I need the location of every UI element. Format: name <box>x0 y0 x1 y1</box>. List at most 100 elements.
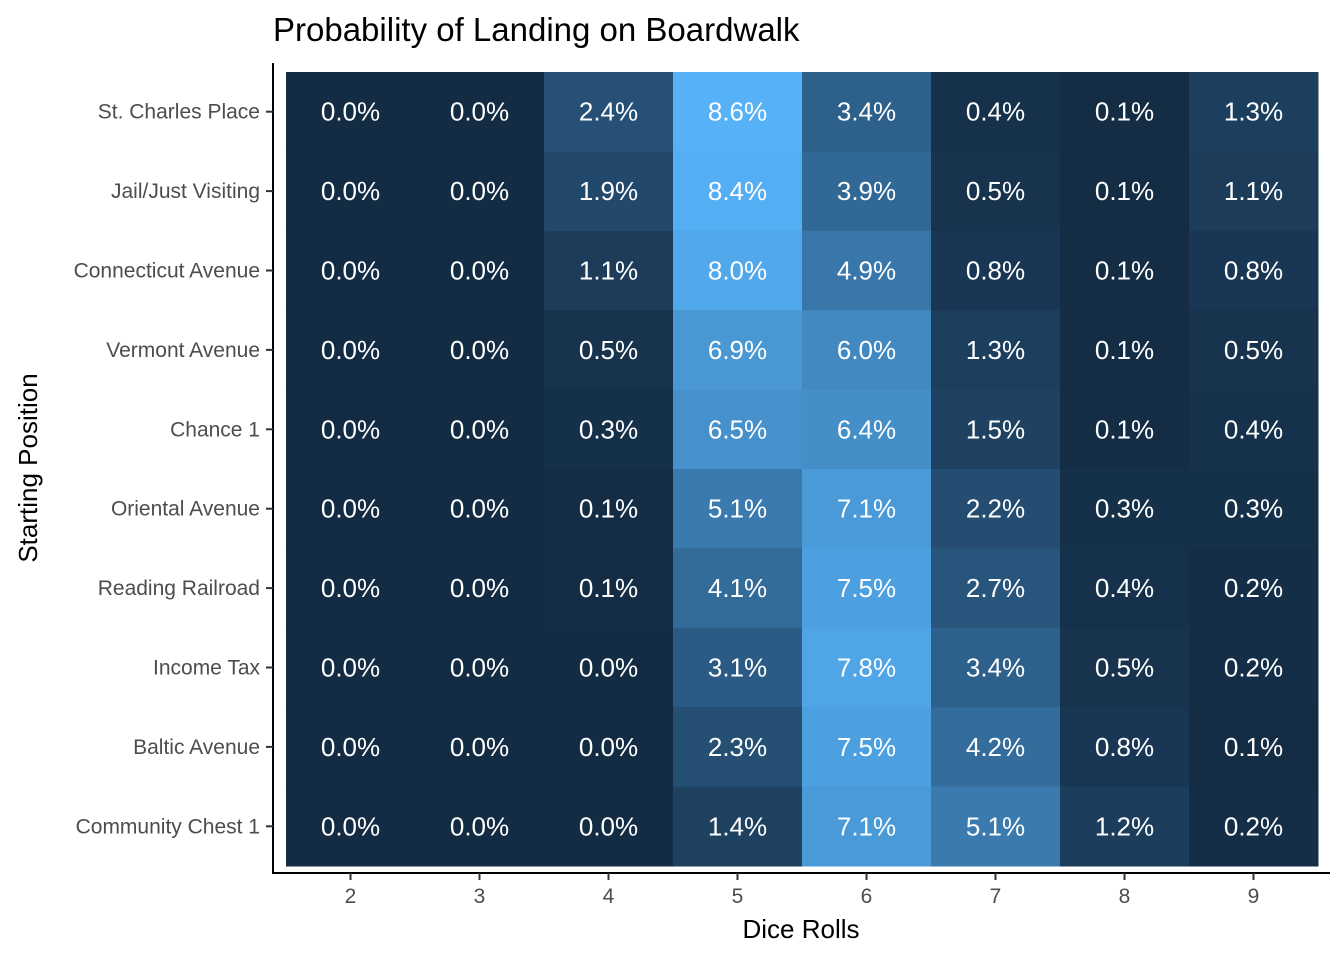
heatmap-cell <box>1060 548 1190 629</box>
heatmap-cell-label: 0.3% <box>579 414 638 444</box>
heatmap-cell-label: 7.1% <box>837 811 896 841</box>
heatmap-cell <box>931 151 1061 232</box>
heatmap-cell <box>1189 310 1319 391</box>
heatmap-cell-label: 0.3% <box>1224 494 1283 524</box>
heatmap-cell <box>802 469 932 549</box>
heatmap-cell <box>1189 469 1319 549</box>
heatmap-cell-label: 7.5% <box>837 573 896 603</box>
heatmap-cell <box>931 786 1061 867</box>
heatmap-cell-label: 6.0% <box>837 335 896 365</box>
heatmap-cell-label: 4.9% <box>837 256 896 286</box>
heatmap-cell-label: 0.5% <box>1095 653 1154 683</box>
heatmap-cell <box>673 786 803 867</box>
heatmap-cell <box>286 627 416 708</box>
heatmap-cell-label: 6.4% <box>837 414 896 444</box>
x-tick-label: 5 <box>732 885 744 908</box>
y-axis-title: Starting Position <box>13 373 43 562</box>
heatmap-cell-label: 4.1% <box>708 573 767 603</box>
heatmap-cell <box>802 389 932 470</box>
heatmap-cell-label: 0.2% <box>1224 811 1283 841</box>
heatmap-cell-label: 0.0% <box>321 573 380 603</box>
x-tick-label: 6 <box>861 885 873 908</box>
heatmap-cell-label: 0.0% <box>321 811 380 841</box>
heatmap-cell <box>673 310 803 391</box>
x-tick-label: 4 <box>603 885 615 908</box>
heatmap-cell-label: 1.5% <box>966 414 1025 444</box>
heatmap-cell <box>415 469 545 549</box>
heatmap-cell-label: 0.8% <box>1224 256 1283 286</box>
heatmap-cell-label: 2.7% <box>966 573 1025 603</box>
heatmap-cell <box>286 151 416 232</box>
heatmap-cell-label: 1.1% <box>579 256 638 286</box>
heatmap-cell-label: 0.0% <box>450 176 509 206</box>
x-tick-label: 9 <box>1248 885 1260 908</box>
heatmap-cell <box>1189 548 1319 629</box>
heatmap-cell-label: 0.0% <box>321 494 380 524</box>
heatmap-cell <box>1189 627 1319 708</box>
heatmap-cell-label: 2.2% <box>966 494 1025 524</box>
heatmap-cell-label: 8.4% <box>708 176 767 206</box>
heatmap-cell-label: 0.0% <box>450 653 509 683</box>
heatmap-cell-label: 1.3% <box>966 335 1025 365</box>
heatmap-cell <box>673 707 803 788</box>
heatmap-cell-label: 3.1% <box>708 653 767 683</box>
heatmap-cell <box>1189 151 1319 232</box>
heatmap-cell-label: 0.0% <box>450 414 509 444</box>
heatmap-cell-label: 0.2% <box>1224 653 1283 683</box>
y-tick-label: Vermont Avenue <box>106 339 260 362</box>
heatmap-cell-label: 0.5% <box>1224 335 1283 365</box>
heatmap-cell-label: 0.0% <box>321 256 380 286</box>
heatmap-cell-label: 6.5% <box>708 414 767 444</box>
heatmap-cell-label: 0.1% <box>1095 256 1154 286</box>
heatmap-cell-label: 7.8% <box>837 653 896 683</box>
heatmap-cell <box>544 72 674 152</box>
heatmap-cell-label: 0.0% <box>321 97 380 127</box>
heatmap-cell <box>802 151 932 232</box>
heatmap-cell-label: 3.9% <box>837 176 896 206</box>
heatmap-cell <box>931 548 1061 629</box>
heatmap-cell <box>673 627 803 708</box>
y-tick-label: Reading Railroad <box>98 577 260 600</box>
heatmap-cell-label: 1.3% <box>1224 97 1283 127</box>
heatmap-cell <box>415 72 545 152</box>
heatmap-cell <box>931 627 1061 708</box>
heatmap-cells <box>286 72 1319 867</box>
heatmap-cell <box>544 786 674 867</box>
heatmap-cell <box>544 627 674 708</box>
heatmap-cell <box>544 548 674 629</box>
heatmap-cell-label: 1.9% <box>579 176 638 206</box>
heatmap-cell <box>931 469 1061 549</box>
x-tick-label: 2 <box>345 885 357 908</box>
heatmap-cell-label: 0.1% <box>1095 176 1154 206</box>
heatmap-cell <box>544 230 674 311</box>
heatmap-cell <box>802 786 932 867</box>
heatmap-cell-label: 0.0% <box>321 335 380 365</box>
heatmap-cell <box>1189 230 1319 311</box>
heatmap-cell-label: 0.0% <box>450 335 509 365</box>
heatmap-cell-label: 0.4% <box>1224 414 1283 444</box>
heatmap-cell <box>802 310 932 391</box>
heatmap-cell <box>544 707 674 788</box>
heatmap-cell-label: 0.8% <box>1095 732 1154 762</box>
y-tick-label: Chance 1 <box>170 418 260 441</box>
heatmap-cell-label: 0.3% <box>1095 494 1154 524</box>
x-tick-label: 3 <box>474 885 486 908</box>
heatmap-cell <box>931 707 1061 788</box>
heatmap-cell <box>415 310 545 391</box>
heatmap-cell <box>1060 707 1190 788</box>
heatmap-cell-label: 0.0% <box>321 176 380 206</box>
heatmap-cell <box>544 469 674 549</box>
heatmap-cell <box>673 389 803 470</box>
heatmap-cell <box>1060 469 1190 549</box>
heatmap-cell <box>415 389 545 470</box>
heatmap-cell <box>1060 627 1190 708</box>
heatmap-cell-label: 0.0% <box>450 573 509 603</box>
heatmap-cell <box>286 469 416 549</box>
heatmap-cell <box>1060 230 1190 311</box>
heatmap-cell-label: 0.0% <box>450 97 509 127</box>
heatmap-cell <box>673 469 803 549</box>
x-axis-title: Dice Rolls <box>742 914 859 944</box>
heatmap-cell <box>1060 72 1190 152</box>
heatmap-cell-label: 0.0% <box>321 732 380 762</box>
